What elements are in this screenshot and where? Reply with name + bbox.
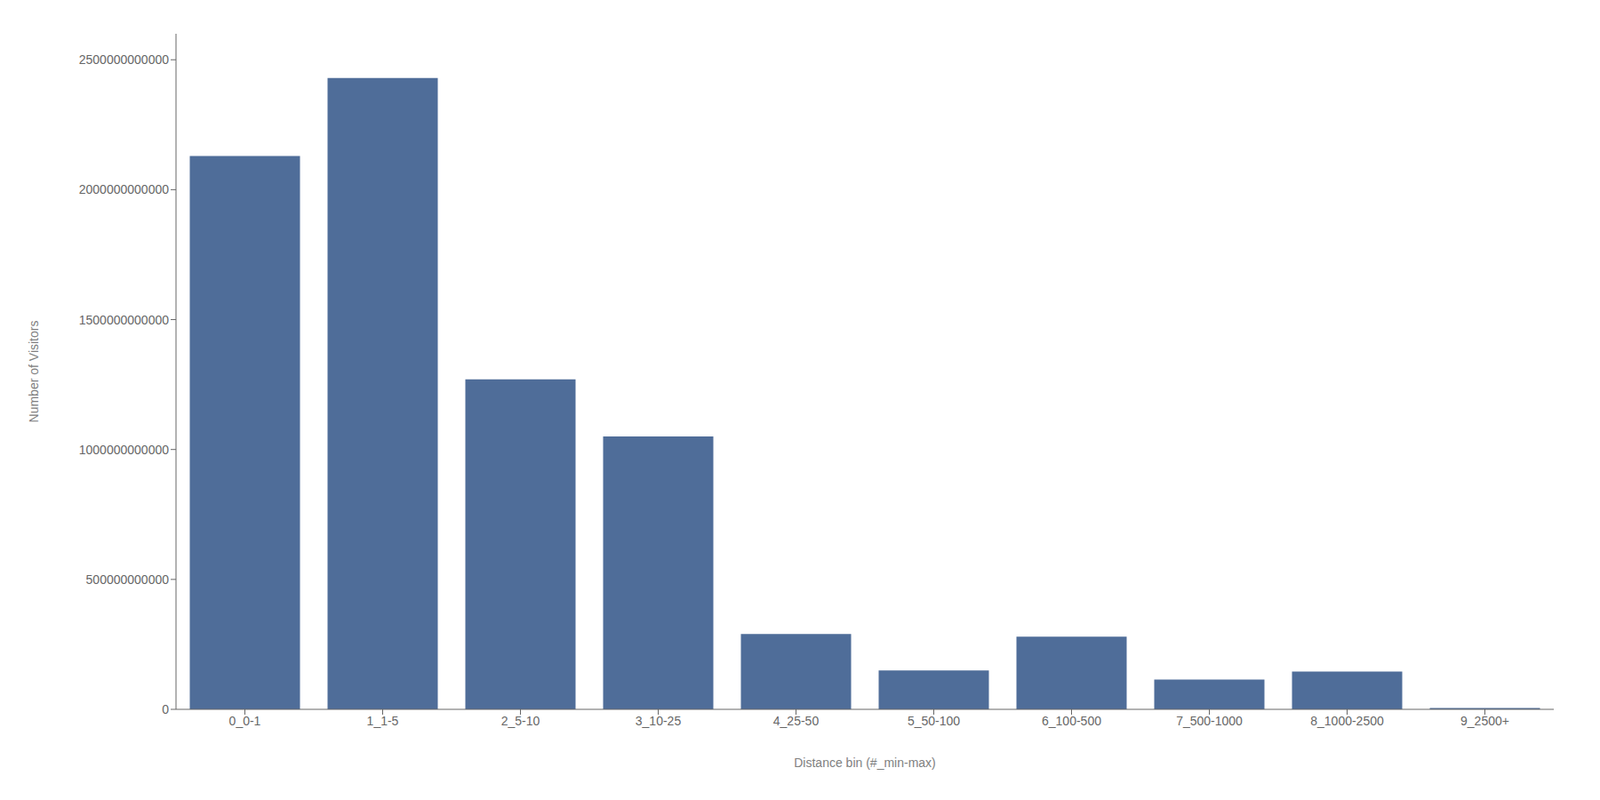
svg-text:500000000000: 500000000000 — [86, 572, 170, 587]
svg-text:2500000000000: 2500000000000 — [79, 52, 169, 67]
svg-text:0_0-1: 0_0-1 — [229, 713, 262, 728]
svg-text:4_25-50: 4_25-50 — [773, 713, 820, 728]
svg-text:6_100-500: 6_100-500 — [1041, 713, 1102, 728]
svg-text:0: 0 — [161, 702, 169, 717]
svg-text:2000000000000: 2000000000000 — [79, 182, 169, 197]
svg-text:3_10-25: 3_10-25 — [635, 713, 682, 728]
svg-text:1000000000000: 1000000000000 — [79, 442, 169, 457]
svg-text:Distance bin (#_min-max): Distance bin (#_min-max) — [793, 755, 936, 770]
svg-text:5_50-100: 5_50-100 — [907, 713, 960, 728]
svg-text:9_2500+: 9_2500+ — [1460, 713, 1510, 728]
svg-text:Number of Visitors: Number of Visitors — [26, 320, 41, 424]
svg-text:7_500-1000: 7_500-1000 — [1176, 713, 1243, 728]
svg-text:1_1-5: 1_1-5 — [367, 713, 400, 728]
svg-text:8_1000-2500: 8_1000-2500 — [1310, 713, 1384, 728]
svg-text:2_5-10: 2_5-10 — [501, 713, 541, 728]
svg-text:1500000000000: 1500000000000 — [79, 312, 169, 328]
